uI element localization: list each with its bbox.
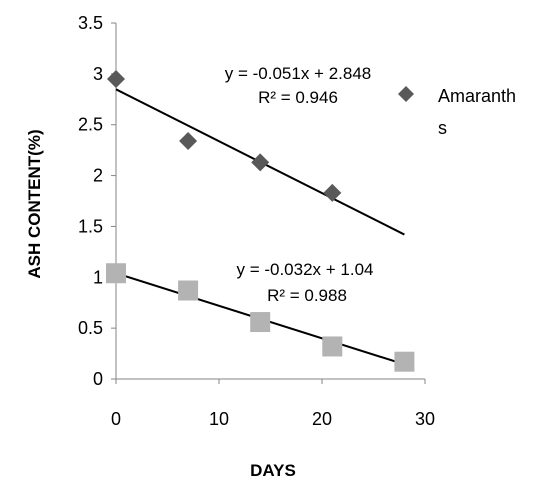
data-point-square [106, 263, 126, 284]
trendline-r2-series-2: R² = 0.988 [267, 286, 347, 305]
y-tick-label: 3.5 [78, 13, 103, 33]
y-tick-label: 1.5 [78, 216, 103, 236]
x-tick-label: 10 [209, 409, 229, 429]
trendline-equation-series-1: y = -0.051x + 2.848 [225, 64, 372, 83]
data-point-diamond [251, 153, 270, 172]
data-point-diamond [323, 183, 342, 202]
x-tick-label: 20 [312, 409, 332, 429]
data-point-diamond [179, 131, 198, 150]
plot-area: 0 0.5 1 1.5 2 2.5 3 3.5 0 10 20 30 [78, 13, 435, 429]
x-tick-label: 0 [111, 409, 121, 429]
y-axis-title: ASH CONTENT(%) [25, 129, 44, 278]
data-point-diamond [107, 69, 125, 88]
y-tick-label: 1 [93, 267, 103, 287]
y-tick-label: 3 [93, 64, 103, 84]
y-tick-label: 0.5 [78, 318, 103, 338]
data-point-square [394, 351, 415, 372]
legend-marker-diamond [398, 86, 414, 102]
data-point-square [322, 336, 343, 357]
legend-label-line-1: Amaranth [438, 86, 516, 106]
legend-label-line-2: s [438, 118, 447, 138]
x-tick-label: 30 [415, 409, 435, 429]
y-tick-label: 0 [93, 369, 103, 389]
trendline-r2-series-1: R² = 0.946 [258, 88, 338, 107]
trendline-equation-series-2: y = -0.032x + 1.04 [236, 260, 373, 279]
data-point-square [178, 280, 199, 301]
y-tick-label: 2.5 [78, 115, 103, 135]
x-axis-title: DAYS [250, 461, 296, 480]
legend: Amaranth s [398, 86, 516, 138]
data-point-square [250, 312, 271, 333]
y-tick-label: 2 [93, 166, 103, 186]
